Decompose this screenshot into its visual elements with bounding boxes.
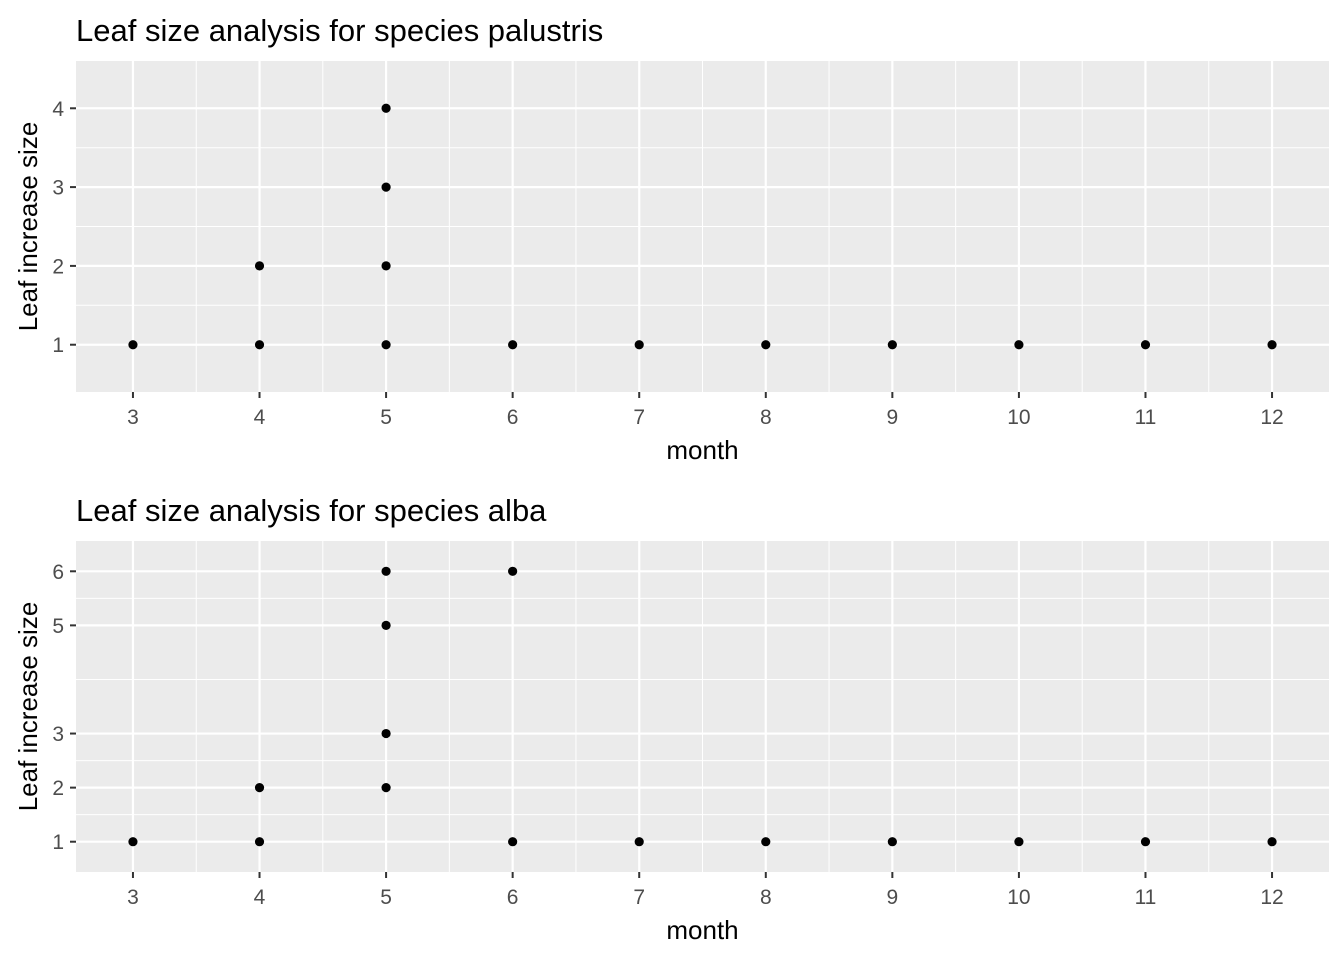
data-point <box>381 728 391 739</box>
data-point <box>1140 340 1151 350</box>
data-point <box>381 103 391 113</box>
x-tick-label: 6 <box>507 886 519 909</box>
data-point <box>254 340 265 350</box>
data-point <box>508 340 518 350</box>
data-point <box>128 837 138 847</box>
x-tick-label: 6 <box>507 406 519 429</box>
x-tick-label: 12 <box>1260 886 1283 909</box>
x-tick-label: 4 <box>254 886 266 909</box>
chart-title: Leaf size analysis for species alba <box>76 493 547 528</box>
data-point <box>381 620 391 630</box>
chart-title: Leaf size analysis for species palustris <box>76 13 603 48</box>
data-point <box>508 566 518 576</box>
x-tick-label: 5 <box>380 886 392 909</box>
y-tick-label: 4 <box>52 98 64 121</box>
data-point <box>887 340 897 350</box>
x-tick-label: 7 <box>633 886 645 909</box>
y-tick-label: 2 <box>52 255 64 278</box>
data-point <box>508 837 518 847</box>
data-points <box>128 103 1277 350</box>
y-tick-label: 1 <box>52 831 64 854</box>
data-point <box>1014 837 1024 847</box>
x-tick-label: 8 <box>760 406 772 429</box>
y-axis-label: Leaf increase size <box>13 122 43 332</box>
data-point <box>254 261 265 271</box>
y-tick-label: 6 <box>52 561 64 584</box>
data-point <box>1014 340 1024 350</box>
x-axis-label: month <box>666 915 738 945</box>
gridlines <box>76 541 1329 872</box>
x-axis-label: month <box>666 435 738 465</box>
data-point <box>381 261 391 271</box>
data-point <box>381 783 391 793</box>
x-tick-label: 4 <box>254 406 266 429</box>
x-tick-label: 9 <box>887 886 899 909</box>
y-tick-label: 3 <box>52 177 64 200</box>
x-tick-label: 3 <box>127 406 139 429</box>
data-point <box>1140 837 1151 847</box>
data-point <box>761 340 771 350</box>
data-points <box>128 566 1277 847</box>
y-tick-label: 5 <box>52 615 64 638</box>
gridlines <box>76 61 1329 392</box>
data-point <box>1267 340 1277 350</box>
x-tick-label: 8 <box>760 886 772 909</box>
y-tick-label: 2 <box>52 777 64 800</box>
data-point <box>761 837 771 847</box>
x-tick-label: 5 <box>380 406 392 429</box>
data-point <box>254 783 265 793</box>
data-point <box>887 837 897 847</box>
data-point <box>381 182 391 192</box>
x-tick-label: 3 <box>127 886 139 909</box>
data-point <box>254 837 265 847</box>
x-tick-label: 10 <box>1007 886 1030 909</box>
data-point <box>128 340 138 350</box>
x-tick-label: 11 <box>1135 406 1157 429</box>
data-point <box>381 566 391 576</box>
x-tick-label: 11 <box>1135 886 1157 909</box>
x-tick-label: 9 <box>887 406 899 429</box>
data-point <box>634 340 644 350</box>
y-tick-label: 3 <box>52 723 64 746</box>
data-point <box>634 837 644 847</box>
y-axis-label: Leaf increase size <box>13 602 43 812</box>
data-point <box>381 340 391 350</box>
x-tick-label: 7 <box>633 406 645 429</box>
y-tick-label: 1 <box>52 334 64 357</box>
x-tick-label: 12 <box>1260 406 1283 429</box>
x-tick-label: 10 <box>1007 406 1030 429</box>
data-point <box>1267 837 1277 847</box>
